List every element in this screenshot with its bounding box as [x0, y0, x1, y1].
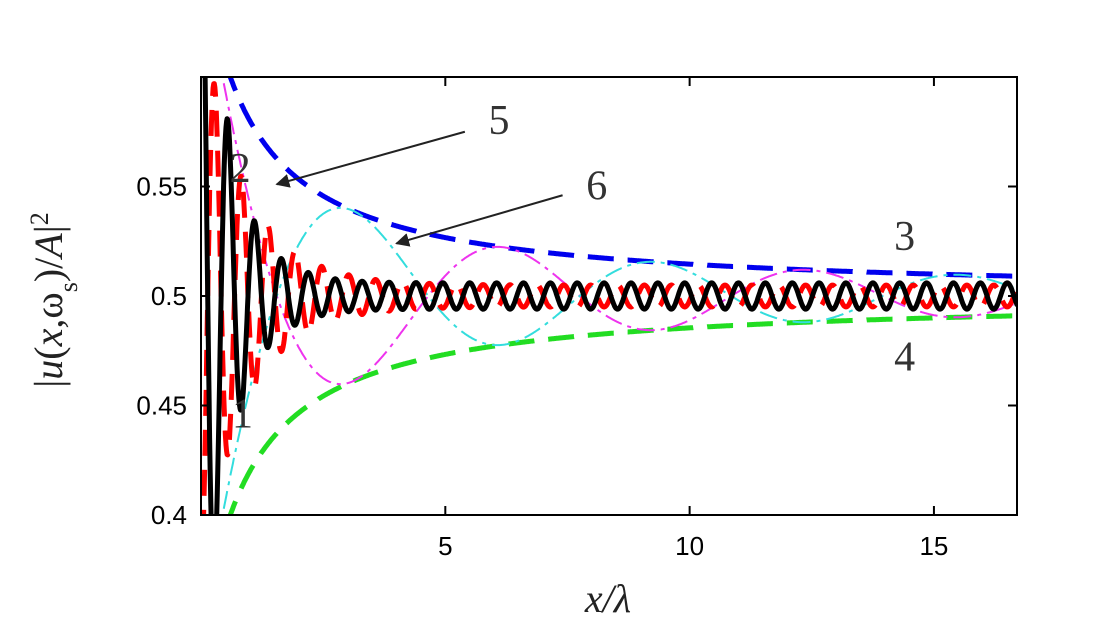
curve-label-1: 1	[232, 391, 253, 437]
annotation-arrow-2	[395, 194, 563, 247]
curve-label-2: 2	[230, 146, 251, 192]
x-tick-label: 10	[675, 531, 704, 561]
y-axis-label: |u(x,ωs)/A|2	[25, 212, 83, 387]
ticks-layer: 5 10 150.40.450.50.55	[136, 77, 1017, 561]
series-line-3	[227, 77, 1017, 279]
curve-label-3: 3	[894, 214, 915, 260]
y-tick-label: 0.45	[136, 391, 187, 421]
annotations-layer: 1 2 3 4 5 6	[230, 98, 916, 437]
series-line-5	[221, 77, 1017, 386]
series-layer	[201, 77, 1017, 515]
y-tick-label: 0.55	[136, 172, 187, 202]
series-line-4	[227, 313, 1017, 515]
curve-label-6: 6	[586, 164, 607, 210]
curve-label-5: 5	[489, 98, 510, 144]
x-tick-label: 15	[919, 531, 948, 561]
y-tick-label: 0.5	[151, 281, 187, 311]
y-tick-label: 0.4	[151, 500, 187, 530]
curve-label-4: 4	[894, 334, 915, 380]
x-tick-label: 5	[438, 531, 452, 561]
x-axis-label: x/λ	[584, 576, 631, 621]
series-line-1	[202, 77, 1017, 515]
annotation-arrow-1	[275, 130, 466, 188]
series-line-2	[201, 81, 1017, 515]
